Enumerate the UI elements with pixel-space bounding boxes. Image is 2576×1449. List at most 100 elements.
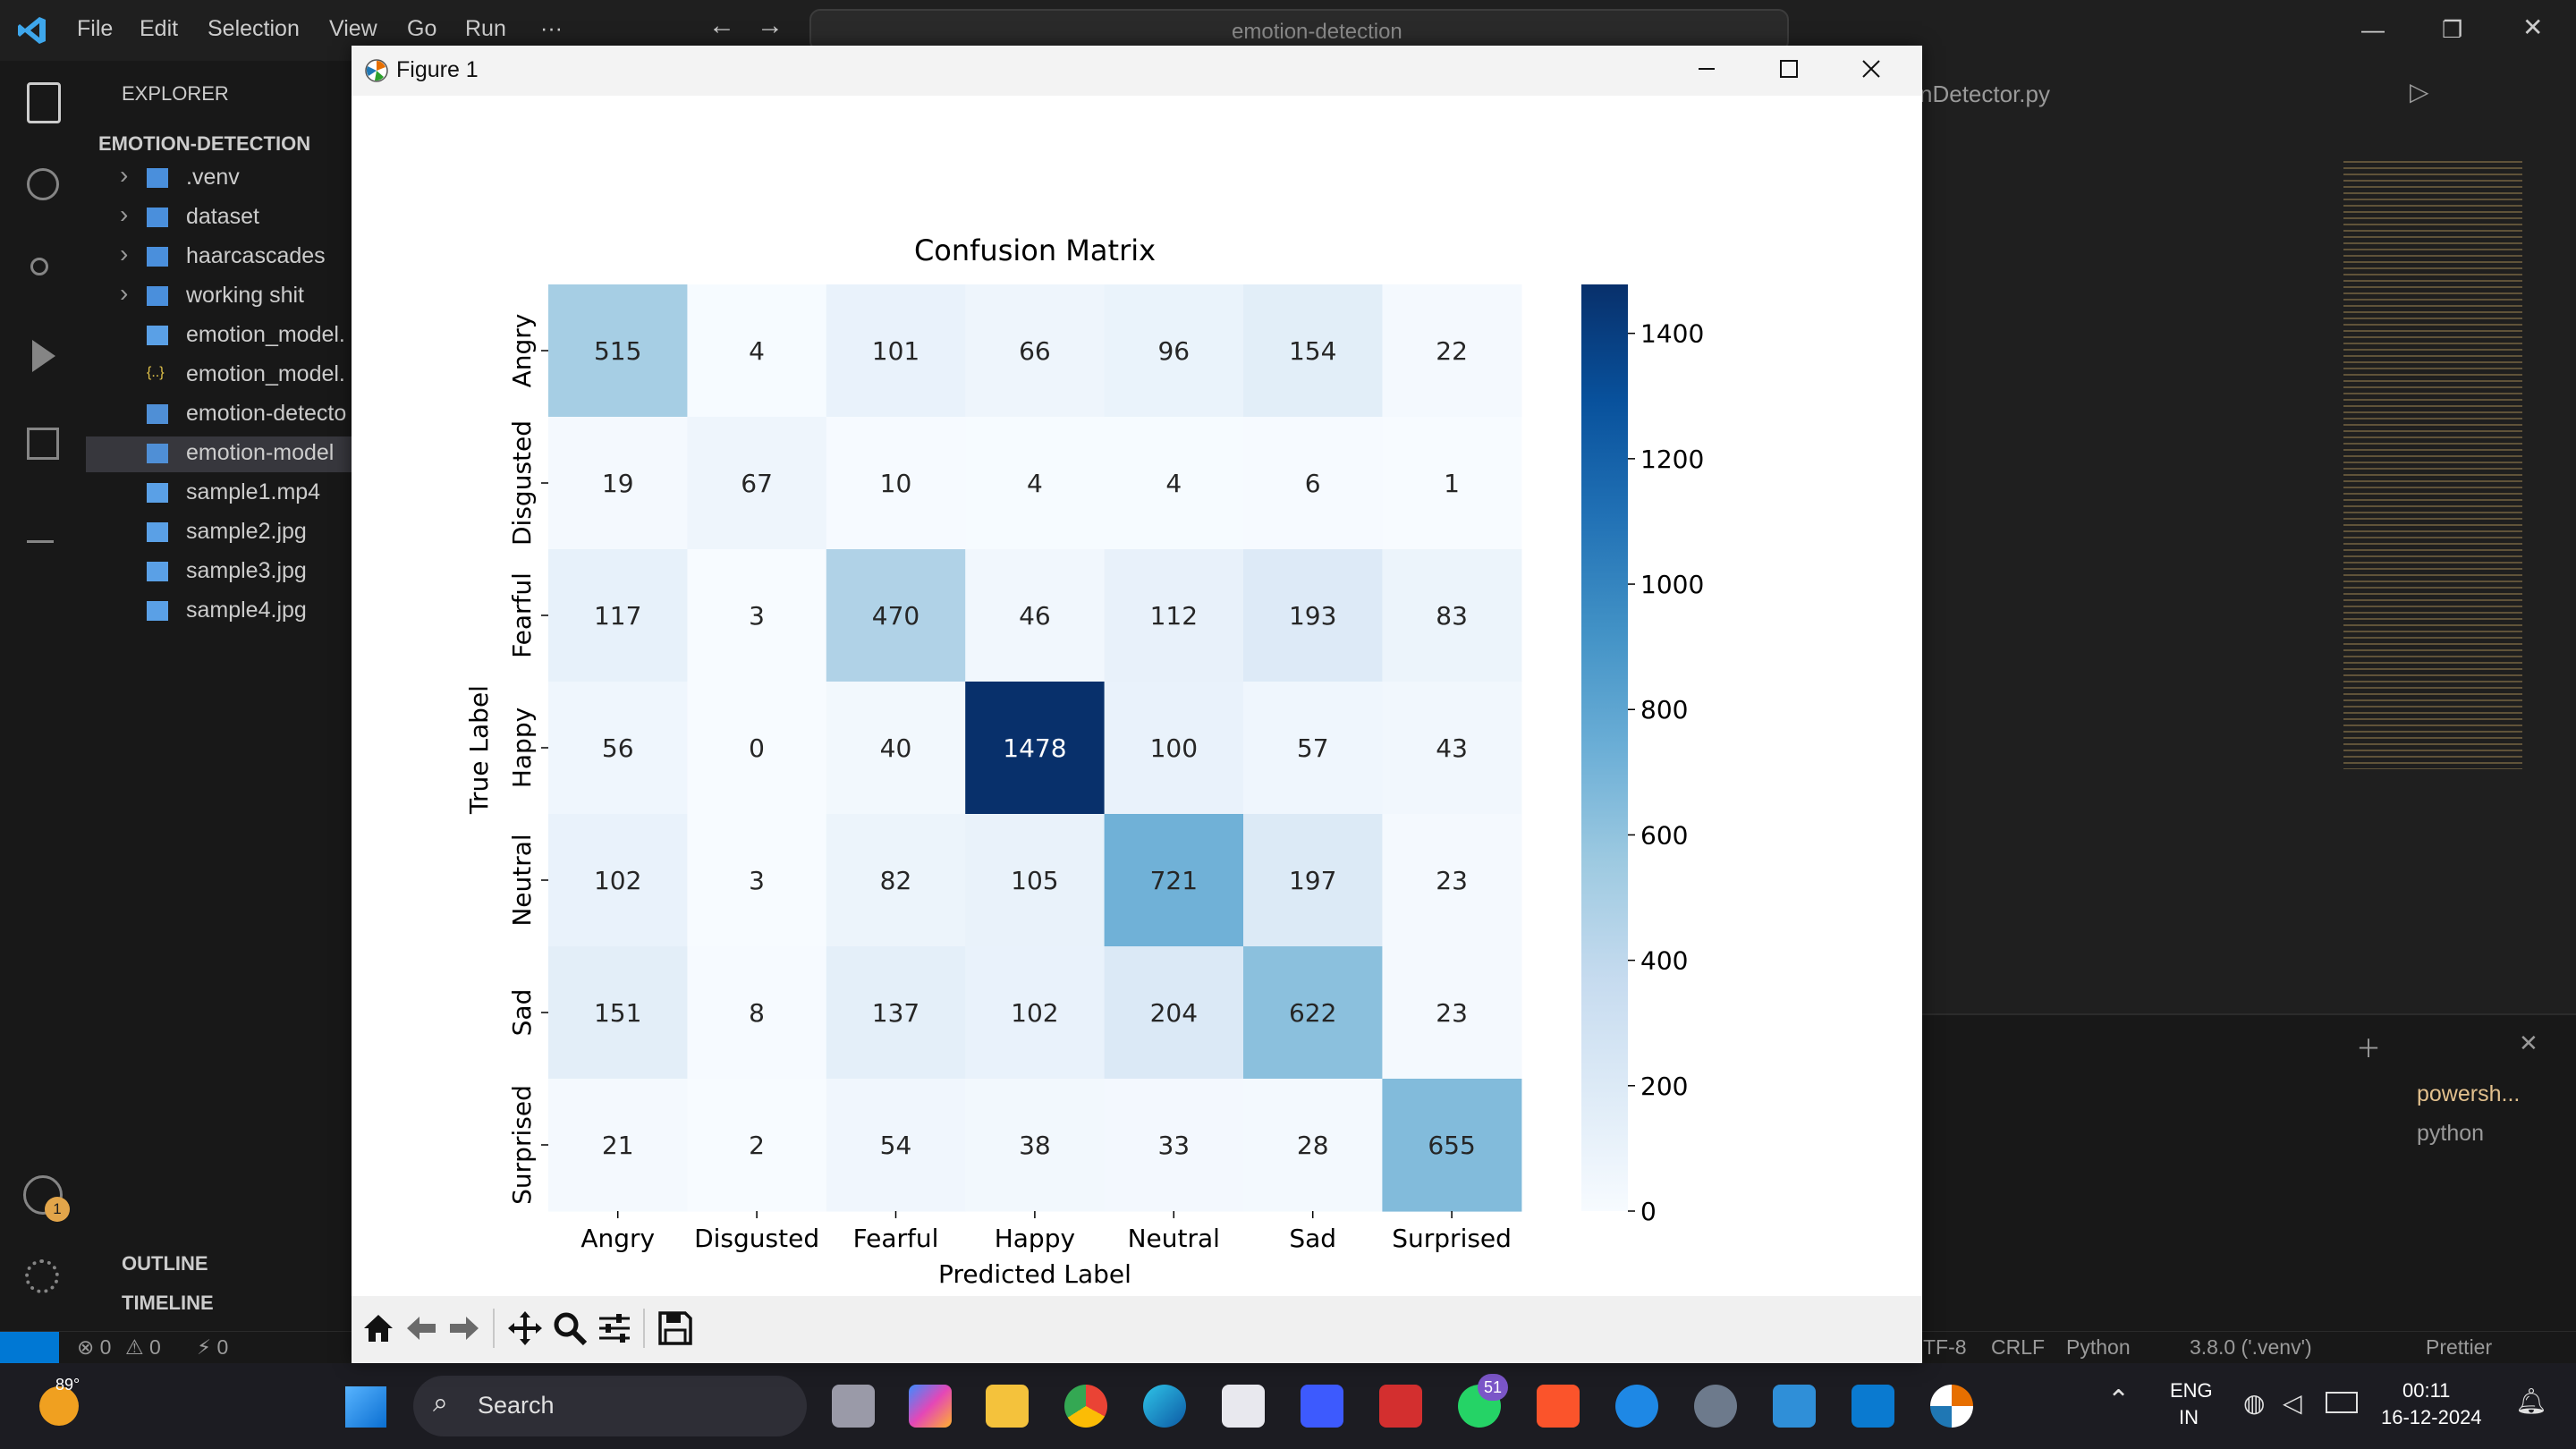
heatmap-cell <box>1382 946 1522 1080</box>
command-center[interactable]: emotion-detection <box>809 9 1789 52</box>
explorer-icon[interactable] <box>27 82 61 123</box>
account-icon[interactable] <box>23 1175 63 1215</box>
terminal-python[interactable]: python <box>2417 1121 2485 1146</box>
store-icon[interactable] <box>1222 1385 1265 1428</box>
notification-bell-icon[interactable]: 🔔︎ <box>2515 1387 2547 1415</box>
run-debug-icon[interactable] <box>32 340 55 372</box>
save-icon[interactable] <box>656 1309 695 1348</box>
source-control-icon[interactable] <box>30 258 48 275</box>
testing-icon[interactable] <box>27 513 54 543</box>
edge-icon[interactable] <box>1143 1385 1186 1428</box>
tray-chevron-icon[interactable]: ⌃ <box>2107 1385 2131 1415</box>
back-arrow-icon[interactable]: ← <box>708 11 735 40</box>
minimize-icon[interactable]: — <box>2361 16 2385 43</box>
status-eol[interactable]: CRLF <box>1991 1335 2046 1359</box>
close-panel-icon[interactable]: ✕ <box>2519 1030 2538 1056</box>
editor-tab[interactable]: nDetector.py <box>1919 80 2050 107</box>
clock-date[interactable]: 16-12-2024 <box>2381 1406 2482 1428</box>
back-icon[interactable] <box>402 1309 441 1348</box>
new-terminal-icon[interactable]: ＋ <box>2356 1035 2382 1063</box>
vscode-taskbar-icon[interactable] <box>1852 1385 1894 1428</box>
menu-file[interactable]: File <box>77 16 114 41</box>
outline-section[interactable]: OUTLINE <box>122 1252 208 1275</box>
chevron-right-icon[interactable]: › <box>120 279 129 307</box>
tree-item[interactable]: › dataset <box>86 200 354 236</box>
heatmap-cell <box>548 1079 688 1212</box>
status-prettier[interactable]: Prettier <box>2426 1335 2493 1359</box>
errors-count[interactable]: ⊗ 0 <box>77 1335 112 1359</box>
cell-value-label: 8 <box>749 998 765 1028</box>
forward-icon[interactable] <box>445 1309 484 1348</box>
weather-sun-icon[interactable] <box>39 1386 79 1426</box>
file-icon <box>147 326 168 345</box>
tree-item[interactable]: {..} emotion_model. <box>86 358 354 394</box>
warnings-count[interactable]: ⚠ 0 <box>125 1335 161 1359</box>
start-icon[interactable] <box>345 1386 386 1428</box>
taskbar-search[interactable]: ⌕ Search <box>413 1376 807 1436</box>
tree-item[interactable]: sample4.jpg <box>86 594 354 630</box>
volume-icon[interactable]: ◁ <box>2283 1389 2302 1417</box>
status-interpreter[interactable]: 3.8.0 ('.venv') <box>2190 1335 2312 1359</box>
ports-count[interactable]: ⚡ 0 <box>197 1335 229 1359</box>
cell-value-label: 96 <box>1157 336 1190 366</box>
settings-app-icon[interactable] <box>1694 1385 1737 1428</box>
menu-run[interactable]: Run <box>465 16 506 41</box>
tree-item[interactable]: emotion-detecto <box>86 397 354 433</box>
antivirus-icon[interactable] <box>1379 1385 1422 1428</box>
chevron-right-icon[interactable]: › <box>120 161 129 189</box>
clock-time[interactable]: 00:11 <box>2402 1379 2451 1402</box>
tree-item[interactable]: › .venv <box>86 161 354 197</box>
tree-item[interactable]: sample3.jpg <box>86 555 354 590</box>
menu-go[interactable]: Go <box>407 16 437 41</box>
notepad-icon[interactable] <box>1773 1385 1816 1428</box>
tree-item[interactable]: › working shit <box>86 279 354 315</box>
menu-more[interactable]: ··· <box>540 16 563 41</box>
menu-view[interactable]: View <box>329 16 377 41</box>
task-view-icon[interactable] <box>832 1385 875 1428</box>
chevron-right-icon[interactable]: › <box>120 200 129 228</box>
remote-indicator[interactable] <box>0 1332 59 1364</box>
figure-minimize-button[interactable] <box>1665 46 1747 96</box>
chrome-icon[interactable] <box>1064 1385 1107 1428</box>
terminal-powershell[interactable]: powersh... <box>2417 1081 2521 1106</box>
figure-maximize-button[interactable] <box>1747 46 1829 96</box>
tree-item[interactable]: emotion_model. <box>86 318 354 354</box>
copilot-icon[interactable] <box>909 1385 952 1428</box>
run-file-icon[interactable]: ▷ <box>2410 78 2429 106</box>
settings-gear-icon[interactable] <box>25 1259 59 1293</box>
extensions-icon[interactable] <box>27 428 59 460</box>
home-icon[interactable] <box>359 1309 398 1348</box>
figure-close-button[interactable] <box>1829 46 1911 96</box>
menu-selection[interactable]: Selection <box>208 16 300 41</box>
y-tick-label: Disgusted <box>507 420 537 546</box>
restore-icon[interactable]: ❐ <box>2442 16 2463 43</box>
lang-bottom[interactable]: IN <box>2179 1406 2199 1428</box>
close-icon[interactable]: ✕ <box>2522 13 2544 41</box>
lang-top[interactable]: ENG <box>2170 1379 2213 1402</box>
menu-edit[interactable]: Edit <box>140 16 179 41</box>
tree-item-label: .venv <box>186 165 240 190</box>
tree-item[interactable]: emotion-model <box>86 436 354 472</box>
forward-arrow-icon[interactable]: → <box>757 11 784 40</box>
project-header[interactable]: EMOTION-DETECTION <box>98 132 311 155</box>
colorbar-tick-label: 600 <box>1640 820 1688 850</box>
zoom-icon[interactable] <box>550 1309 589 1348</box>
matplotlib-taskbar-icon[interactable] <box>1930 1385 1973 1428</box>
status-encoding[interactable]: TF-8 <box>1923 1335 1967 1359</box>
timeline-section[interactable]: TIMELINE <box>122 1292 214 1314</box>
battery-icon[interactable] <box>2326 1392 2358 1413</box>
app-icon[interactable] <box>1301 1385 1343 1428</box>
tree-item[interactable]: sample2.jpg <box>86 515 354 551</box>
brave-icon[interactable] <box>1537 1385 1580 1428</box>
configure-icon[interactable] <box>595 1309 634 1348</box>
tree-item[interactable]: › haarcascades <box>86 240 354 275</box>
minimap[interactable] <box>2343 161 2522 769</box>
wifi-icon[interactable]: ◍ <box>2243 1389 2266 1417</box>
vpn-icon[interactable] <box>1615 1385 1658 1428</box>
search-icon[interactable] <box>27 168 59 200</box>
chevron-right-icon[interactable]: › <box>120 240 129 267</box>
pan-icon[interactable] <box>505 1309 545 1348</box>
tree-item[interactable]: sample1.mp4 <box>86 476 354 512</box>
status-language[interactable]: Python <box>2066 1335 2131 1359</box>
file-explorer-icon[interactable] <box>986 1385 1029 1428</box>
